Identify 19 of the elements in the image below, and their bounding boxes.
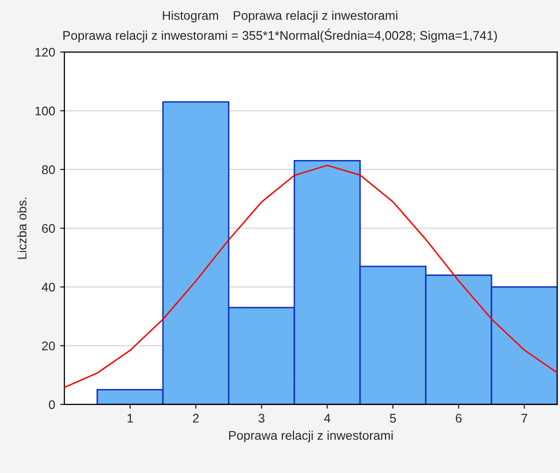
chart-subtitle: Poprawa relacji z inwestorami = 355*1*Normal(Średnia=4,0028; Sigma=1,741) xyxy=(63,28,497,42)
line-series xyxy=(64,164,558,388)
x-tick-label: 1 xyxy=(128,414,133,422)
x-tick-label: 6 xyxy=(456,414,462,423)
x-tick-label: 7 xyxy=(522,414,528,422)
y-axis-title: Liczba obs. xyxy=(17,198,26,259)
x-tick-label: 5 xyxy=(390,414,396,423)
y-tick-label: 60 xyxy=(42,224,55,233)
y-tick-label: 0 xyxy=(48,400,55,410)
x-axis-title: Poprawa relacji z inwestorami xyxy=(229,430,393,442)
y-tick-label: 120 xyxy=(35,48,55,57)
x-tick-label: 3 xyxy=(258,414,264,423)
x-tick-label: 4 xyxy=(324,414,330,422)
y-tick-label: 100 xyxy=(35,106,55,116)
y-tick-label: 40 xyxy=(42,282,55,292)
y-tick-label: 20 xyxy=(42,341,55,350)
chart-title: Histogram Poprawa relacji z inwestorami xyxy=(162,10,398,22)
y-tick-label: 80 xyxy=(42,165,55,174)
x-tick-label: 2 xyxy=(192,414,199,422)
